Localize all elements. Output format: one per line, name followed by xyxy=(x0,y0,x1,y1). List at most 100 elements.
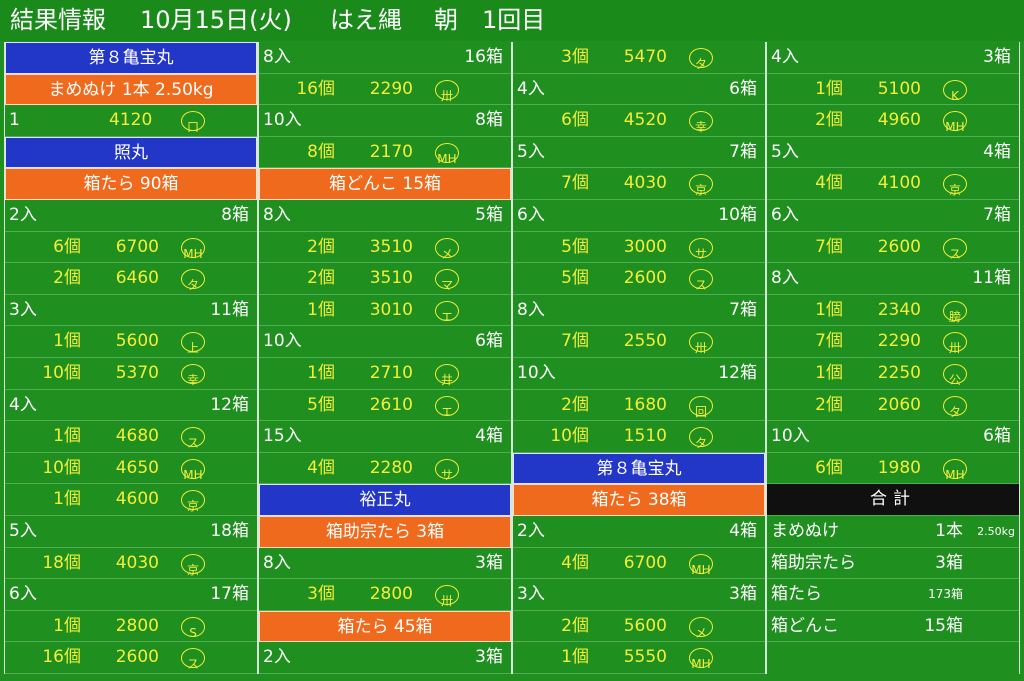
bid-row: 7個 2290 卅 xyxy=(767,326,1019,358)
unit-price: 4960 xyxy=(877,110,921,131)
pack-size: 2入 xyxy=(517,520,545,541)
unit-count: 10個 xyxy=(42,362,81,383)
pack-size-row: 5入 7箱 xyxy=(513,137,765,169)
pack-size-row: 15入 4箱 xyxy=(259,421,511,453)
session-label: 朝 xyxy=(434,6,458,34)
pack-size-row: 8入 16箱 xyxy=(259,42,511,74)
buyer-mark-icon: MH xyxy=(435,142,459,166)
pack-size-row: 3入 11箱 xyxy=(5,295,257,327)
buyer-mark-icon: 卅 xyxy=(435,585,459,608)
fishing-method: はえ縄 xyxy=(330,6,402,34)
title-bar: 結果情報 10月15日(火) はえ縄 朝 1回目 xyxy=(0,0,1024,41)
buyer-mark-icon: K xyxy=(943,79,967,103)
buyer-mark-icon: 卅 xyxy=(689,332,713,355)
total-label: まめぬけ xyxy=(771,520,839,541)
buyer-mark-icon: ス xyxy=(181,648,205,671)
box-count: 12箱 xyxy=(718,362,757,383)
unit-count: 3個 xyxy=(307,584,335,605)
box-count: 6箱 xyxy=(475,331,503,352)
box-count: 12箱 xyxy=(210,394,249,415)
pack-size-row: 10入 6箱 xyxy=(767,421,1019,453)
bid-row: 1個 5100 K xyxy=(767,74,1019,106)
unit-price: 2600 xyxy=(623,268,667,289)
total-label: 箱助宗たら xyxy=(771,552,856,573)
buyer-mark-icon: 幸 xyxy=(689,111,713,134)
pack-size: 6入 xyxy=(517,204,545,225)
unit-count: 1個 xyxy=(815,299,843,320)
pack-size: 4入 xyxy=(771,47,799,67)
unit-price: 2600 xyxy=(115,647,159,668)
total-row: 箱たら 173箱 xyxy=(767,579,1019,611)
unit-price: 4600 xyxy=(115,489,159,510)
pack-size-row: 10入 12箱 xyxy=(513,358,765,390)
pack-size-row: 6入 10箱 xyxy=(513,200,765,232)
unit-price: 2710 xyxy=(369,362,413,383)
column-1: 第８亀宝丸 まめぬけ 1本 2.50kg 1 4120 口照丸 箱たら 90箱 2入 8箱 6個… xyxy=(4,42,258,674)
pack-size: 10入 xyxy=(263,110,302,131)
bid-row: 6個 4520 幸 xyxy=(513,105,765,137)
column-3: 3個 5470 タ 4入 6箱 6個 4520 幸 5入 7箱 7個 4030 京 6入 10箱 5個 3000… xyxy=(512,42,766,674)
unit-count: 16個 xyxy=(296,78,335,99)
pack-size: 4入 xyxy=(9,394,37,415)
unit-price: 2060 xyxy=(877,394,921,415)
unit-count: 5個 xyxy=(307,394,335,415)
unit-price: 3510 xyxy=(369,236,413,257)
unit-count: 10個 xyxy=(550,426,589,447)
unit-count: 1個 xyxy=(53,489,81,510)
total-header: 合計 xyxy=(767,484,1019,516)
total-row: 箱助宗たら 3箱 xyxy=(767,548,1019,580)
unit-price: 4680 xyxy=(115,426,159,447)
buyer-mark-icon: マ xyxy=(435,269,459,292)
unit-count: 1個 xyxy=(307,299,335,320)
buyer-mark-icon: 回 xyxy=(689,395,713,419)
unit-count: 10個 xyxy=(42,457,81,478)
box-count: 11箱 xyxy=(210,299,249,320)
pack-size: 15入 xyxy=(263,426,302,447)
pack-size: 5入 xyxy=(517,141,545,162)
unit-count: 1個 xyxy=(53,615,81,636)
bid-row: 5個 2610 エ xyxy=(259,390,511,422)
unit-price: 6460 xyxy=(115,268,159,289)
buyer-mark-icon: 京 xyxy=(181,553,205,577)
box-count: 18箱 xyxy=(210,520,249,541)
unit-count: 2個 xyxy=(815,394,843,415)
bid-row: 1個 4600 京 xyxy=(5,484,257,516)
unit-price: 5600 xyxy=(115,331,159,352)
buyer-mark-icon: メ xyxy=(689,616,713,640)
unit-price: 3000 xyxy=(623,236,667,257)
buyer-mark-icon: 卅 xyxy=(943,332,967,355)
bid-row: 2個 1680 回 xyxy=(513,390,765,422)
buyer-mark-icon: MH xyxy=(181,458,205,482)
bid-row: 16個 2290 卅 xyxy=(259,74,511,106)
unit-count: 1個 xyxy=(815,78,843,99)
unit-price: 3010 xyxy=(369,299,413,320)
item-header: 箱助宗たら 3箱 xyxy=(259,515,511,548)
bid-row: 6個 1980 MH xyxy=(767,453,1019,485)
box-count: 16箱 xyxy=(464,47,503,67)
pack-size-row: 2入 4箱 xyxy=(513,516,765,548)
auction-date: 10月15日(火) xyxy=(140,6,292,34)
unit-count: 5個 xyxy=(561,268,589,289)
buyer-mark-icon: S xyxy=(181,616,205,640)
pack-size-row: 4入 3箱 xyxy=(767,42,1019,74)
total-value: 1本 xyxy=(935,520,963,541)
unit-count: 6個 xyxy=(53,236,81,257)
unit-count: 1 xyxy=(9,110,20,131)
bid-row: 1個 3010 エ xyxy=(259,295,511,327)
bid-row: 1個 2710 井 xyxy=(259,358,511,390)
unit-price: 1980 xyxy=(877,457,921,478)
unit-price: 2290 xyxy=(877,331,921,352)
pack-size-row: 2入 3箱 xyxy=(259,642,511,674)
pack-size: 8入 xyxy=(517,299,545,320)
unit-price: 4030 xyxy=(623,173,667,194)
total-value: 173箱 xyxy=(928,587,963,602)
bid-row: 1個 2250 公 xyxy=(767,358,1019,390)
pack-size: 2入 xyxy=(9,204,37,225)
unit-count: 16個 xyxy=(42,647,81,668)
box-count: 7箱 xyxy=(729,299,757,320)
buyer-mark-icon: タ xyxy=(181,269,205,292)
unit-price: 5470 xyxy=(623,47,667,67)
buyer-mark-icon: サ xyxy=(689,237,713,261)
column-2: 8入 16箱 16個 2290 卅 10入 8箱 8個 2170 MH 箱どんこ 15箱 8入 5箱 2個… xyxy=(258,42,512,674)
buyer-mark-icon: 幸 xyxy=(181,363,205,387)
